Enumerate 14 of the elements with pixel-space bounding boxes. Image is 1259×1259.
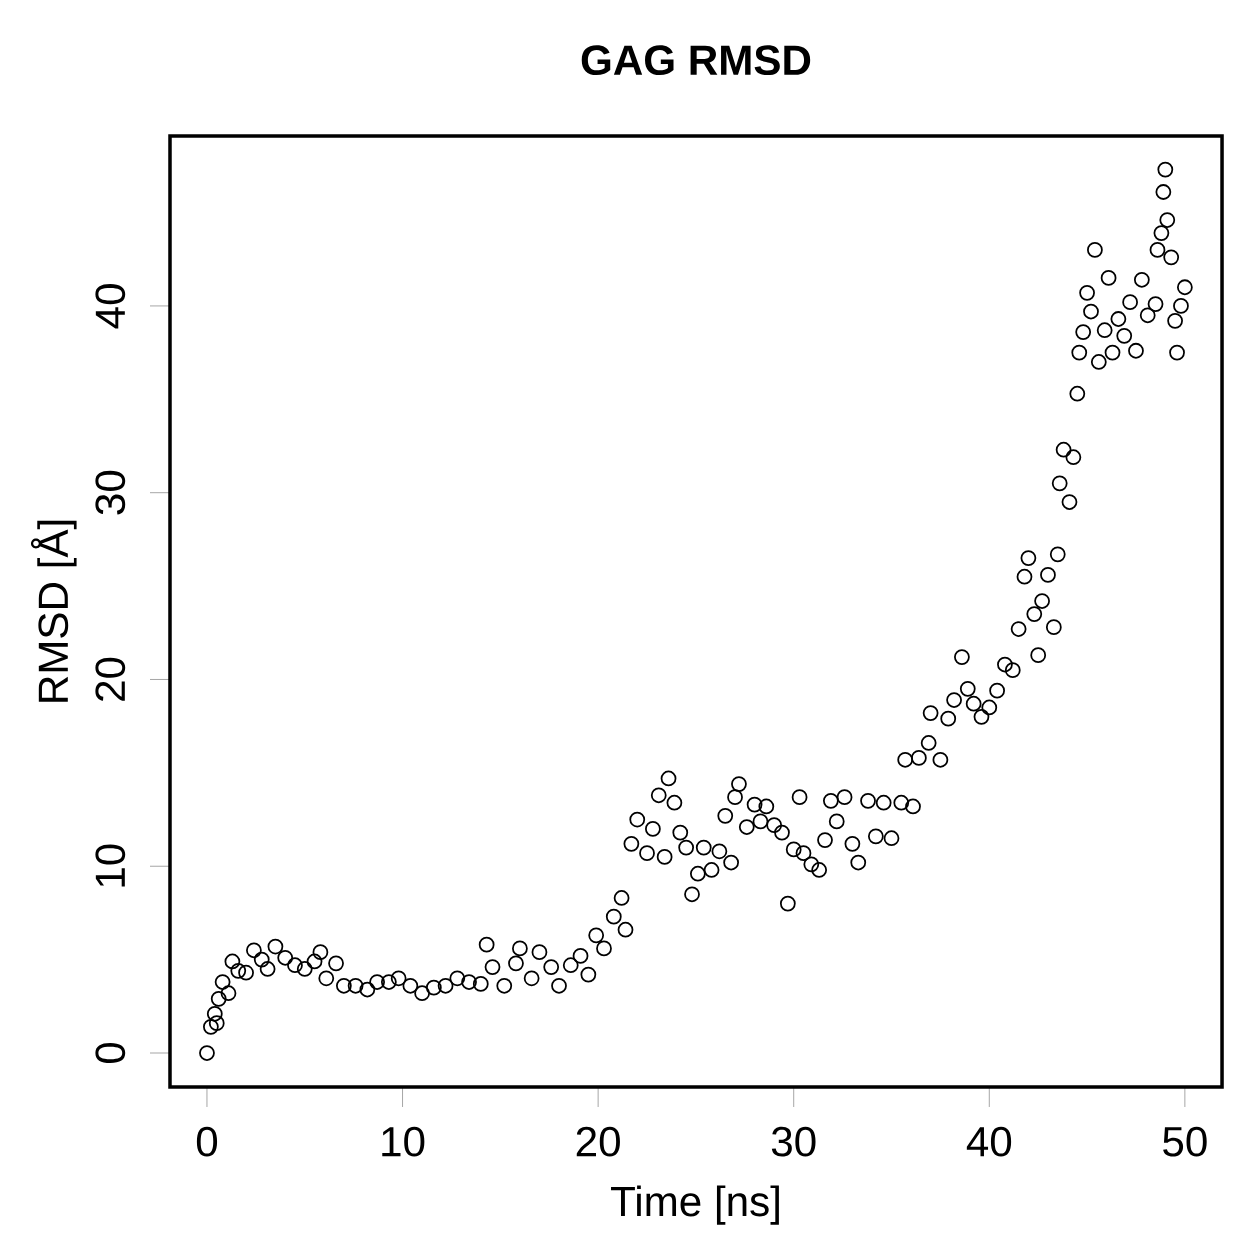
y-axis-title: RMSD [Å] — [30, 520, 77, 702]
x-tick-label: 50 — [1163, 1126, 1207, 1157]
x-tick-label: 10 — [382, 1126, 425, 1157]
y-tick-label: 10 — [95, 844, 126, 887]
x-axis-title: Time [ns] — [611, 1185, 779, 1225]
x-tick-label: 30 — [771, 1126, 816, 1157]
y-tick-label: 30 — [95, 470, 126, 515]
y-tick-label: 0 — [95, 1042, 126, 1064]
y-tick-label: 20 — [95, 657, 126, 701]
x-tick-label: 40 — [966, 1126, 1012, 1157]
x-tick-label: 0 — [196, 1126, 218, 1157]
x-tick-label: 20 — [576, 1126, 620, 1157]
y-tick-label: 40 — [95, 284, 126, 329]
chart-title: GAG RMSD — [581, 45, 811, 76]
